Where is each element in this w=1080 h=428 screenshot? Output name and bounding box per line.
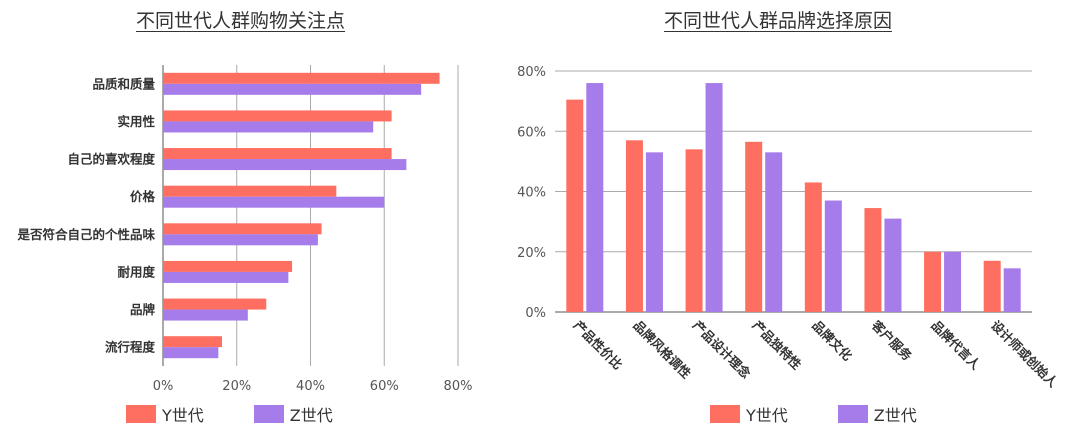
legend: Y世代 Z世代 — [710, 402, 967, 426]
bar-y — [685, 149, 703, 312]
bar-y — [745, 141, 763, 312]
category-label: 设计师或创始人 — [988, 318, 1061, 391]
purchase-concerns-chart: 不同世代人群购物关注点 0% 20% 40% 60% 80% 品质和质量实用性自己的喜欢程… — [0, 0, 520, 428]
bar-z — [765, 152, 783, 312]
legend-swatch-z — [837, 405, 868, 423]
bar-y — [163, 336, 222, 348]
category-label: 自己的喜欢程度 — [67, 152, 155, 167]
category-label: 产品独特性 — [750, 318, 805, 373]
bar-y — [163, 72, 440, 84]
legend-swatch-z — [253, 405, 284, 423]
bar-z — [163, 196, 385, 208]
category-label: 品牌代言人 — [928, 318, 983, 373]
category-label: 流行程度 — [105, 340, 156, 355]
category-label: 价格 — [130, 189, 156, 204]
y-tick-label: 80% — [517, 65, 546, 80]
bar-y — [864, 208, 882, 312]
bar-z — [944, 251, 962, 312]
bar-z — [163, 271, 289, 283]
y-tick-label: 20% — [517, 246, 546, 261]
bar-y — [163, 223, 322, 235]
category-label: 品牌文化 — [809, 318, 855, 364]
legend-label-y: Y世代 — [162, 406, 204, 425]
x-tick-label: 80% — [444, 379, 473, 394]
y-tick-label: 0% — [525, 306, 546, 321]
x-tick-label: 20% — [222, 379, 251, 394]
bar-z — [163, 159, 407, 171]
category-label: 客户服务 — [868, 317, 915, 364]
bar-y — [625, 140, 643, 312]
legend-item-z: Z世代 — [837, 402, 917, 426]
bar-y — [163, 110, 392, 122]
legend-swatch-y — [126, 405, 156, 423]
category-label: 实用性 — [117, 114, 155, 129]
legend-label-y: Y世代 — [746, 406, 788, 425]
bar-y — [163, 185, 337, 197]
legend-item-y: Y世代 — [710, 402, 788, 426]
x-tick-label: 40% — [296, 379, 325, 394]
bar-z — [163, 121, 374, 133]
legend-label-z: Z世代 — [289, 406, 333, 425]
category-label: 品牌 — [130, 302, 156, 317]
bar-z — [163, 347, 219, 359]
bar-z — [1003, 268, 1021, 312]
bar-z — [163, 83, 422, 95]
legend-item-y: Y世代 — [126, 402, 204, 426]
bar-z — [884, 218, 902, 312]
category-label: 耐用度 — [117, 264, 155, 279]
bar-y — [983, 260, 1001, 312]
bar-z — [163, 234, 318, 246]
bar-y — [804, 182, 822, 312]
bar-z — [586, 83, 604, 312]
chart-title: 不同世代人群购物关注点 — [136, 10, 346, 32]
category-label: 品质和质量 — [92, 76, 155, 91]
x-tick-label: 0% — [153, 379, 174, 394]
brand-choice-chart: 不同世代人群品牌选择原因 0% 20% 40% 60% 80% 产品性价比 品牌风格调性 产品… — [517, 0, 1080, 428]
bar-y — [566, 99, 584, 313]
purchase-concerns-plot: 0% 20% 40% 60% 80% 品质和质量实用性自己的喜欢程度价格是否符合自己的个性… — [16, 65, 473, 394]
category-label: 产品设计理念 — [690, 318, 754, 382]
bar-z — [163, 309, 248, 321]
category-label: 是否符合自己的个性品味 — [16, 227, 155, 242]
bar-z — [705, 83, 723, 312]
y-tick-label: 40% — [517, 186, 546, 201]
legend-item-z: Z世代 — [253, 402, 333, 426]
legend-swatch-y — [710, 405, 740, 423]
category-label: 产品性价比 — [571, 318, 626, 373]
legend: Y世代 Z世代 — [126, 402, 383, 426]
x-tick-label: 60% — [370, 379, 399, 394]
category-label: 品牌风格调性 — [630, 318, 694, 382]
bar-y — [163, 260, 293, 272]
bar-y — [163, 298, 267, 310]
bar-z — [645, 152, 663, 312]
legend-label-z: Z世代 — [873, 406, 917, 425]
bar-y — [163, 148, 392, 160]
bar-z — [824, 200, 842, 312]
chart-title: 不同世代人群品牌选择原因 — [664, 10, 893, 32]
y-tick-label: 60% — [517, 125, 546, 140]
bar-y — [924, 251, 942, 312]
